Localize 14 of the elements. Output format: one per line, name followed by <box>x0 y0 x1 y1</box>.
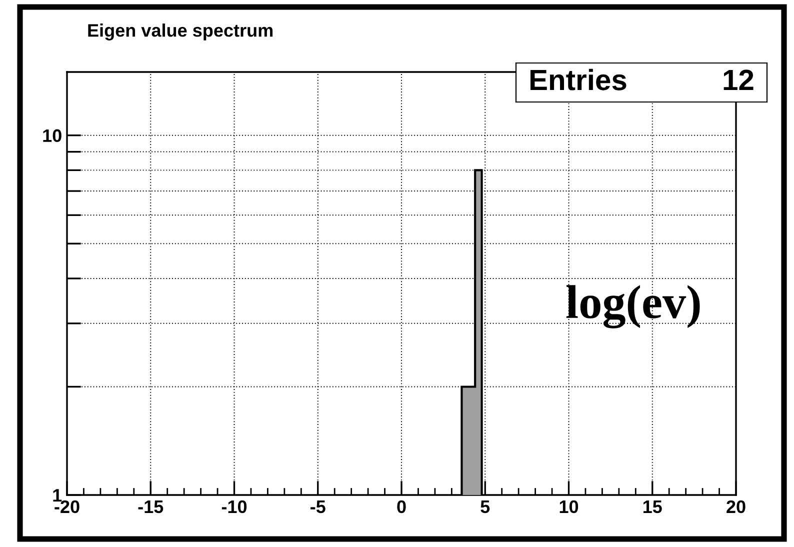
x-tick-label: 5 <box>480 500 490 514</box>
x-tick-label: -15 <box>138 500 164 514</box>
chart-title: Eigen value spectrum <box>88 24 273 40</box>
x-tick-label: 20 <box>726 500 746 514</box>
x-tick-label: 15 <box>643 500 662 514</box>
x-tick-label: 10 <box>560 500 578 514</box>
x-tick-label: -5 <box>310 500 326 514</box>
annotation: 12 <box>724 70 754 90</box>
y-tick-label: 1 <box>53 489 62 502</box>
x-tick-label: -10 <box>222 500 247 514</box>
annotation: Entries <box>530 68 626 90</box>
annotation: log(ev) <box>566 285 700 328</box>
x-tick-label: -20 <box>54 500 80 514</box>
x-tick-label: 0 <box>397 500 406 514</box>
